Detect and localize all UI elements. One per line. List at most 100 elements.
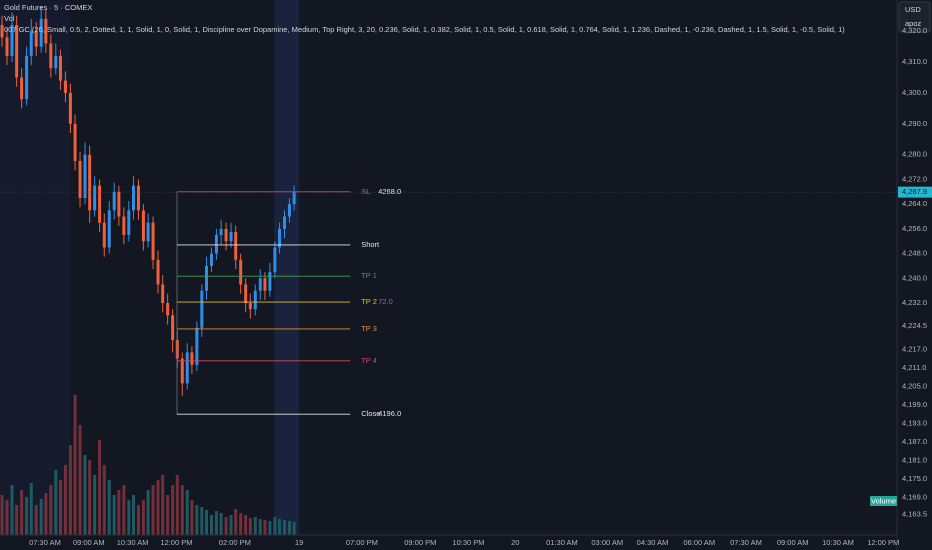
x-tick-label: 20 [511,538,519,547]
candle-body [93,185,97,211]
volume-bar [78,425,82,535]
candle-body [185,352,189,384]
x-tick-label: 07:30 AM [730,538,762,547]
volume-bar [278,519,282,535]
volume-bar [239,513,243,535]
y-tick-label: 4,187.0 [902,437,927,446]
volume-bar [180,485,184,535]
volume-bar [263,520,267,535]
y-tick-label: 4,320.0 [902,26,927,35]
volume-bar [268,521,272,535]
volume-bar [166,495,170,535]
candle-body [214,235,218,254]
candle-body [263,278,267,291]
candle-body [127,210,131,236]
y-tick-label: 4,217.0 [902,344,927,353]
volume-bar [244,515,248,535]
candle-body [141,210,145,242]
volume-bar [10,485,14,535]
volume-bar [156,480,160,535]
volume-bar [34,505,38,535]
level-price: 4268.0 [378,187,401,196]
volume-bar [214,511,218,535]
volume-bar [282,520,286,535]
volume-bar [107,480,111,535]
candle-body [248,303,252,310]
y-tick-label: 4,264.0 [902,199,927,208]
x-tick-label: 01:30 AM [546,538,578,547]
candle-body [102,222,106,248]
level-name: Close [361,409,380,418]
candle-body [39,18,43,47]
candle-body [156,259,160,285]
currency-box[interactable] [898,1,931,33]
candle-body [49,43,53,69]
candle-body [219,228,223,236]
volume-bar [248,518,252,535]
candle-body [68,92,72,124]
candle-body [122,216,126,236]
volume-bar [0,495,4,535]
volume-bar [209,515,213,535]
candle-body [136,185,140,211]
candle-body [44,18,48,44]
candle-body [200,290,204,328]
y-tick-label: 4,193.0 [902,418,927,427]
candle-body [73,123,77,161]
volume-bar [200,507,204,535]
x-tick-label: 12:00 PM [867,538,899,547]
candle-body [29,31,33,56]
currency[interactable]: USD [905,5,921,14]
volume-bar [15,505,19,535]
candle-body [268,272,272,291]
x-tick-label: 19 [295,538,303,547]
volume-bar [161,475,165,535]
x-tick-label: 02:00 PM [219,538,251,547]
volume-bar [68,445,72,535]
candle-body [171,315,175,341]
y-tick-label: 4,272.0 [902,174,927,183]
y-tick-label: 4,232.0 [902,298,927,307]
candle-body [146,222,150,242]
x-tick-label: 03:00 AM [591,538,623,547]
volume-bar [93,475,97,535]
indicator-legend: 007 GC (20, Small, 0.5, 2, Dotted, 1, 1,… [4,25,845,34]
y-tick-label: 4,211.0 [902,363,926,372]
level-price: 4196.0 [378,409,401,418]
volume-bar [224,517,228,535]
x-tick-label: 06:00 AM [683,538,715,547]
volume-bar [258,519,262,535]
candle-body [209,253,213,266]
volume-bar [195,505,199,535]
volume-bar [205,510,209,535]
candle-body [10,25,14,56]
volume-bar [273,517,277,535]
volume-bar [44,493,48,535]
y-tick-label: 4,224.5 [902,321,927,330]
candle-body [224,228,228,242]
candle-body [180,358,184,384]
volume-bar [253,517,257,535]
candle-body [20,77,24,100]
volume-bar [58,480,62,535]
volume-bar [229,515,233,535]
y-tick-label: 4,169.0 [902,493,927,502]
candle-body [253,290,257,310]
session-shade [0,0,71,535]
volume-bar [141,500,145,535]
volume-bar [88,460,92,535]
plot-area: SL 4268.0 Short TP 1 TP 2 72.0 TP 3 TP 4 Close41… [0,0,897,535]
candle-body [292,192,296,205]
candle-body [287,204,291,217]
volume-bar [20,490,24,535]
volume-bar [122,485,126,535]
candle-body [54,55,58,69]
candle-body [5,37,9,56]
candle-body [244,284,248,304]
candle-body [15,25,19,78]
x-tick-label: 09:00 PM [404,538,436,547]
volume-bar [146,490,150,535]
candle-body [131,185,135,211]
volume-bar [39,499,43,535]
account[interactable]: apoz [905,19,922,28]
